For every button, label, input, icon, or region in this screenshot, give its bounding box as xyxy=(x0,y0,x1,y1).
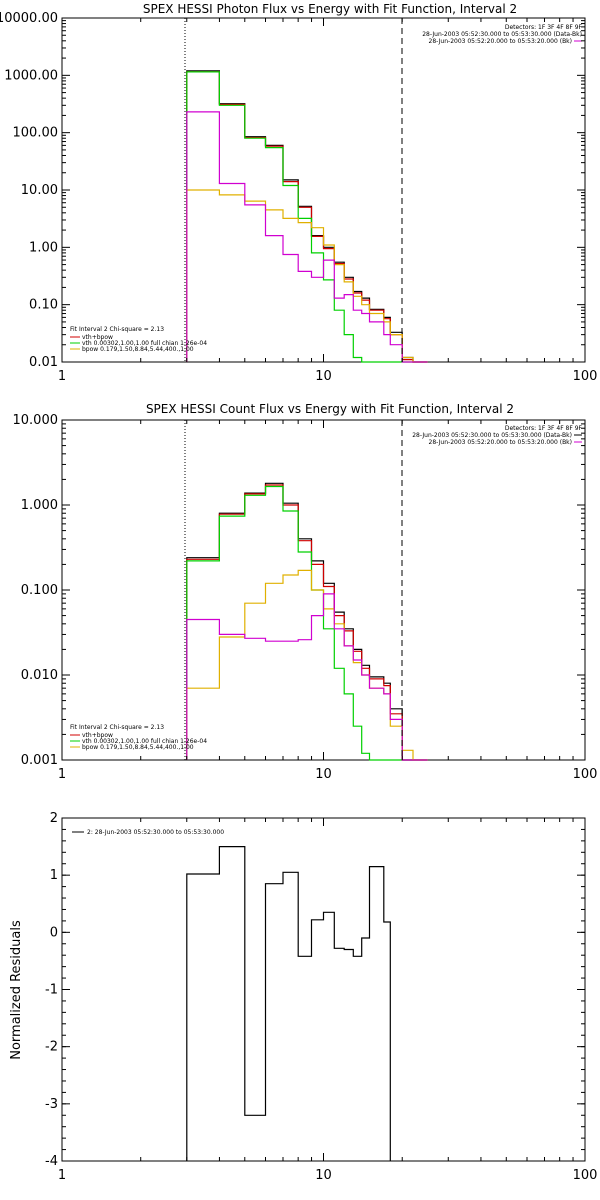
photon-flux-legend-vth: vth 0.00302,1.00,1.00 full chian 1.26e-0… xyxy=(82,340,207,347)
count-flux-y-tick-label-0-001: 0.001 xyxy=(21,753,58,768)
photon-flux-x-tick-label-1: 1 xyxy=(58,369,66,384)
residuals-x-tick-label-10: 10 xyxy=(315,1168,332,1183)
residuals-marks xyxy=(186,846,391,1161)
residuals-y-tick-label-1: 1 xyxy=(50,868,58,883)
residuals-y-tick-label-2: 2 xyxy=(50,811,58,826)
photon-flux-y-tick-label-100-00: 100.00 xyxy=(13,126,59,141)
photon-flux-legend-bk-interval: 28-Jun-2003 05:52:20.000 to 05:53:20.000… xyxy=(429,38,572,45)
photon-flux-x-tick-label-10: 10 xyxy=(315,369,332,384)
count-flux-legend-chisq: Fit Interval 2 Chi-square = 2.13 xyxy=(70,724,164,731)
residuals-y-tick-label-0: 0 xyxy=(50,925,58,940)
count-flux-y-tick-label-1-000: 1.000 xyxy=(21,498,58,513)
photon-flux-series-4 xyxy=(186,111,428,363)
photon-flux-y-tick-label-10000-00: 10000.00 xyxy=(0,11,58,26)
photon-flux-plot-frame xyxy=(61,17,586,363)
photon-flux-legend-chisq: Fit Interval 2 Chi-square = 2.13 xyxy=(70,326,164,333)
photon-flux-y-tick-label-1-00: 1.00 xyxy=(29,240,58,255)
photon-flux-legend-data-interval: 28-Jun-2003 05:52:30.000 to 05:53:30.000… xyxy=(422,31,582,38)
residuals-plot-frame xyxy=(61,817,586,1162)
count-flux-legend-bpow: bpow 0.179,1.50,8.84,5.44,400.,1.00 xyxy=(82,744,194,751)
photon-flux-legend-bpow: bpow 0.179,1.50,8.84,5.44,400.,1.00 xyxy=(82,346,194,353)
residuals-y-tick-label-4: -4 xyxy=(45,1154,58,1169)
count-flux-series-1 xyxy=(186,484,428,761)
count-flux-series-3 xyxy=(186,569,428,761)
residuals-series-0 xyxy=(186,846,391,1161)
photon-flux-y-tick-label-1000-00: 1000.00 xyxy=(4,68,58,83)
count-flux-x-tick-label-100: 100 xyxy=(573,767,598,782)
photon-flux-y-tick-label-0-01: 0.01 xyxy=(29,355,58,370)
photon-flux-marks xyxy=(186,70,428,363)
count-flux-legend-data-interval: 28-Jun-2003 05:52:30.000 to 05:53:30.000… xyxy=(412,432,572,439)
photon-flux-panel: SPEX HESSI Photon Flux vs Energy with Fi… xyxy=(0,2,597,384)
count-flux-series-2 xyxy=(186,485,428,761)
photon-flux-y-tick-label-10-00: 10.00 xyxy=(21,183,58,198)
count-flux-y-tick-label-0-010: 0.010 xyxy=(21,668,58,683)
count-flux-y-tick-label-10-000: 10.000 xyxy=(13,413,59,428)
residuals-legend-label: 2: 28-Jun-2003 05:52:30.000 to 05:53:30.… xyxy=(87,829,224,836)
photon-flux-series-0 xyxy=(186,70,428,363)
count-flux-legend-bk-interval: 28-Jun-2003 05:52:20.000 to 05:53:20.000… xyxy=(429,439,572,446)
count-flux-y-tick-label-0-100: 0.100 xyxy=(21,583,58,598)
photon-flux-title: SPEX HESSI Photon Flux vs Energy with Fi… xyxy=(143,2,517,16)
count-flux-legend-fit: vth+bpow xyxy=(82,732,113,739)
residuals-y-tick-label-3: -3 xyxy=(45,1097,58,1112)
photon-flux-series-1 xyxy=(186,71,428,363)
photon-flux-series-3 xyxy=(186,189,428,363)
residuals-y-tick-label-2: -2 xyxy=(45,1040,58,1055)
count-flux-series-4 xyxy=(186,593,428,761)
count-flux-legend-detectors: Detectors: 1F 3F 4F 8F 9F xyxy=(505,425,583,432)
count-flux-series-0 xyxy=(186,482,428,761)
count-flux-legend-vth: vth 0.00302,1.00,1.00 full chian 1.26e-0… xyxy=(82,738,207,745)
count-flux-x-tick-label-1: 1 xyxy=(58,767,66,782)
count-flux-panel: SPEX HESSI Count Flux vs Energy with Fit… xyxy=(13,402,598,782)
photon-flux-series-2 xyxy=(186,71,428,363)
photon-flux-legend-fit: vth+bpow xyxy=(82,334,113,341)
residuals-panel: 2: 28-Jun-2003 05:52:30.000 to 05:53:30.… xyxy=(9,811,597,1183)
count-flux-marks xyxy=(186,482,428,761)
photon-flux-x-tick-label-100: 100 xyxy=(573,369,598,384)
residuals-x-tick-label-1: 1 xyxy=(58,1168,66,1183)
residuals-y-tick-label-1: -1 xyxy=(45,983,58,998)
photon-flux-y-tick-label-0-10: 0.10 xyxy=(29,298,58,313)
photon-flux-legend-detectors: Detectors: 1F 3F 4F 8F 9F xyxy=(505,24,583,31)
residuals-y-axis-label: Normalized Residuals xyxy=(9,920,24,1060)
count-flux-title: SPEX HESSI Count Flux vs Energy with Fit… xyxy=(146,402,514,416)
count-flux-x-tick-label-10: 10 xyxy=(315,767,332,782)
residuals-x-tick-label-100: 100 xyxy=(573,1168,598,1183)
